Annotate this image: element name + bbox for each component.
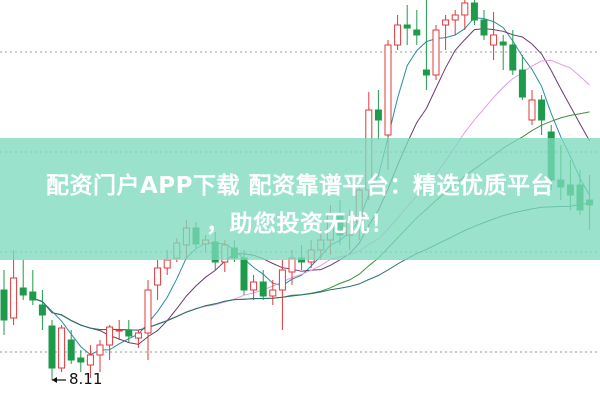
candle-up (250, 281, 258, 291)
candle-up (58, 327, 66, 369)
candle-up (163, 259, 171, 269)
candle-up (461, 2, 469, 16)
candle-down (509, 44, 517, 71)
candle-up (115, 329, 123, 332)
candle-down (38, 304, 46, 316)
candle-down (125, 329, 133, 337)
low-marker-arrowhead (52, 377, 57, 383)
candle-down (538, 99, 546, 121)
banner-line-1: 配资门户APP下载 配资靠谱平台：精选优质平台 (45, 173, 555, 199)
candle-down (480, 19, 488, 36)
candle-down (48, 325, 56, 369)
candle-up (528, 99, 536, 121)
candle-up (278, 269, 286, 291)
candle-up (154, 267, 162, 286)
candle-up (384, 44, 392, 136)
candle-up (134, 332, 142, 339)
candle-down (422, 69, 430, 76)
candle-down (19, 287, 27, 296)
banner-line-2: ，助您投资无忧！ (206, 211, 394, 237)
low-price-label: 8.11 (69, 370, 103, 388)
candle-down (259, 281, 267, 297)
candle-down (413, 29, 421, 36)
candle-down (29, 291, 37, 301)
candle-down (499, 41, 507, 46)
candle-up (394, 24, 402, 46)
candle-up (451, 14, 459, 21)
candle-up (144, 289, 152, 334)
candle-up (288, 257, 296, 273)
candle-down (470, 2, 478, 21)
candle-down (518, 69, 526, 98)
candle-up (432, 29, 440, 76)
candle-up (442, 19, 450, 26)
candle-up (106, 326, 114, 346)
candle-down (67, 339, 75, 361)
candle-down (374, 109, 382, 121)
candle-up (10, 277, 18, 319)
candle-up (269, 289, 277, 297)
candle-up (490, 34, 498, 46)
candle-up (86, 354, 94, 366)
candle-up (96, 344, 104, 356)
promo-banner: 配资门户APP下载 配资靠谱平台：精选优质平台 ，助您投资无忧！ (0, 138, 600, 260)
candle-down (240, 257, 248, 291)
candle-down (403, 24, 411, 29)
candle-down (77, 357, 85, 363)
candle-down (0, 289, 8, 321)
